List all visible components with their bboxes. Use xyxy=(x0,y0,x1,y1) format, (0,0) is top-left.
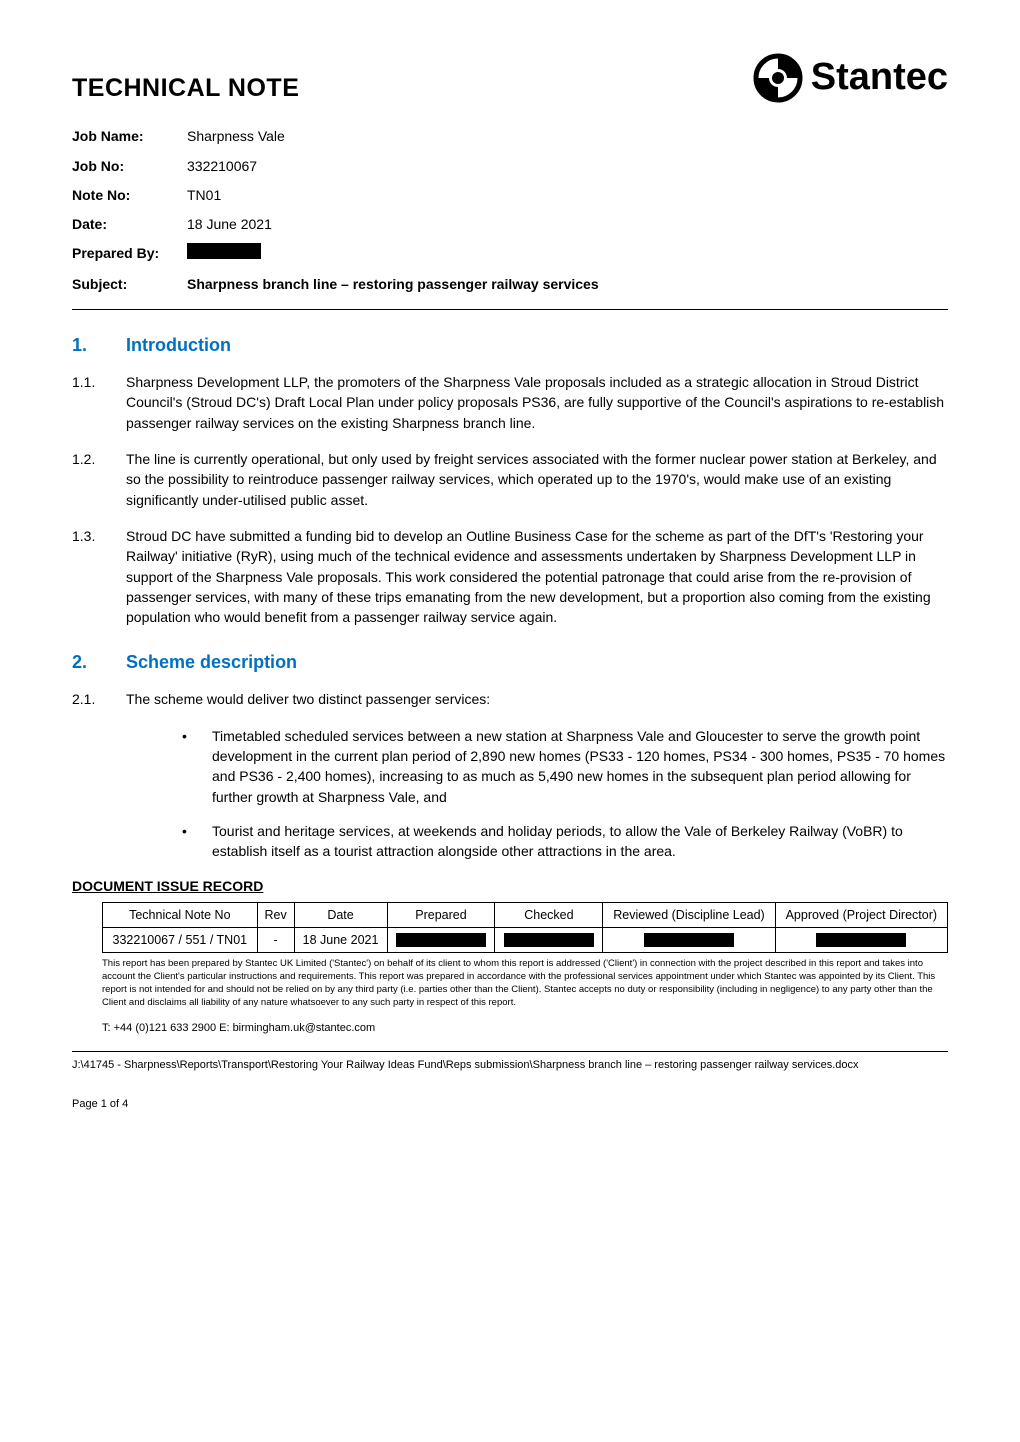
header: TECHNICAL NOTE Stantec xyxy=(72,50,948,106)
logo: Stantec xyxy=(753,50,948,105)
table-cell-noteno: 332210067 / 551 / TN01 xyxy=(103,927,258,952)
redacted-block xyxy=(644,933,734,947)
redacted-block xyxy=(396,933,486,947)
meta-row: Prepared By: xyxy=(72,243,948,264)
table-header: Approved (Project Director) xyxy=(775,902,947,927)
para-num: 1.1. xyxy=(72,372,126,433)
table-cell-reviewed xyxy=(603,927,775,952)
paragraph: 2.1. The scheme would deliver two distin… xyxy=(72,689,948,709)
table-cell-approved xyxy=(775,927,947,952)
table-header: Technical Note No xyxy=(103,902,258,927)
disclaimer-text: This report has been prepared by Stantec… xyxy=(102,958,948,1009)
meta-row: Subject: Sharpness branch line – restori… xyxy=(72,274,948,294)
section-num: 2. xyxy=(72,649,126,675)
table-row: 332210067 / 551 / TN01 - 18 June 2021 xyxy=(103,927,948,952)
meta-value-jobname: Sharpness Vale xyxy=(187,126,948,146)
bullet-dot-icon: • xyxy=(182,821,212,862)
table-header: Checked xyxy=(495,902,603,927)
record-table: Technical Note No Rev Date Prepared Chec… xyxy=(102,902,948,953)
bullet-text: Timetabled scheduled services between a … xyxy=(212,726,948,807)
meta-row: Date: 18 June 2021 xyxy=(72,214,948,234)
logo-icon xyxy=(753,53,803,103)
meta-label-jobno: Job No: xyxy=(72,156,187,176)
bullet-list: • Timetabled scheduled services between … xyxy=(182,726,948,862)
paragraph: 1.3. Stroud DC have submitted a funding … xyxy=(72,526,948,627)
table-cell-rev: - xyxy=(257,927,294,952)
table-cell-prepared xyxy=(387,927,495,952)
para-text: Stroud DC have submitted a funding bid t… xyxy=(126,526,948,627)
table-header: Prepared xyxy=(387,902,495,927)
section-heading: 1. Introduction xyxy=(72,332,948,358)
section-heading: 2. Scheme description xyxy=(72,649,948,675)
table-header-row: Technical Note No Rev Date Prepared Chec… xyxy=(103,902,948,927)
para-num: 2.1. xyxy=(72,689,126,709)
document-title: TECHNICAL NOTE xyxy=(72,70,299,106)
meta-value-noteno: TN01 xyxy=(187,185,948,205)
record-title: DOCUMENT ISSUE RECORD xyxy=(72,876,948,896)
table-cell-date: 18 June 2021 xyxy=(294,927,387,952)
bullet-text: Tourist and heritage services, at weeken… xyxy=(212,821,948,862)
meta-row: Job No: 332210067 xyxy=(72,156,948,176)
page-number: Page 1 of 4 xyxy=(72,1097,948,1113)
table-header: Date xyxy=(294,902,387,927)
meta-label-preparedby: Prepared By: xyxy=(72,243,187,264)
para-text: The line is currently operational, but o… xyxy=(126,449,948,510)
bullet-dot-icon: • xyxy=(182,726,212,807)
meta-value-date: 18 June 2021 xyxy=(187,214,948,234)
section-title-text: Introduction xyxy=(126,332,231,358)
meta-table: Job Name: Sharpness Vale Job No: 3322100… xyxy=(72,126,948,294)
para-num: 1.2. xyxy=(72,449,126,510)
logo-text: Stantec xyxy=(811,50,948,105)
redacted-block xyxy=(816,933,906,947)
meta-label-date: Date: xyxy=(72,214,187,234)
meta-row: Job Name: Sharpness Vale xyxy=(72,126,948,146)
bullet-item: • Tourist and heritage services, at week… xyxy=(182,821,948,862)
meta-value-jobno: 332210067 xyxy=(187,156,948,176)
section-num: 1. xyxy=(72,332,126,358)
meta-row: Note No: TN01 xyxy=(72,185,948,205)
meta-value-subject: Sharpness branch line – restoring passen… xyxy=(187,274,948,294)
meta-label-subject: Subject: xyxy=(72,274,187,294)
redacted-block xyxy=(187,243,261,259)
footer-divider xyxy=(72,1051,948,1052)
para-text: The scheme would deliver two distinct pa… xyxy=(126,689,948,709)
para-text: Sharpness Development LLP, the promoters… xyxy=(126,372,948,433)
meta-label-jobname: Job Name: xyxy=(72,126,187,146)
table-header: Rev xyxy=(257,902,294,927)
redacted-block xyxy=(504,933,594,947)
table-header: Reviewed (Discipline Lead) xyxy=(603,902,775,927)
divider xyxy=(72,309,948,310)
footer-path: J:\41745 - Sharpness\Reports\Transport\R… xyxy=(72,1058,948,1072)
paragraph: 1.1. Sharpness Development LLP, the prom… xyxy=(72,372,948,433)
paragraph: 1.2. The line is currently operational, … xyxy=(72,449,948,510)
section-title-text: Scheme description xyxy=(126,649,297,675)
table-cell-checked xyxy=(495,927,603,952)
contact-info: T: +44 (0)121 633 2900 E: birmingham.uk@… xyxy=(102,1021,948,1037)
meta-value-preparedby xyxy=(187,243,948,264)
meta-label-noteno: Note No: xyxy=(72,185,187,205)
bullet-item: • Timetabled scheduled services between … xyxy=(182,726,948,807)
para-num: 1.3. xyxy=(72,526,126,627)
